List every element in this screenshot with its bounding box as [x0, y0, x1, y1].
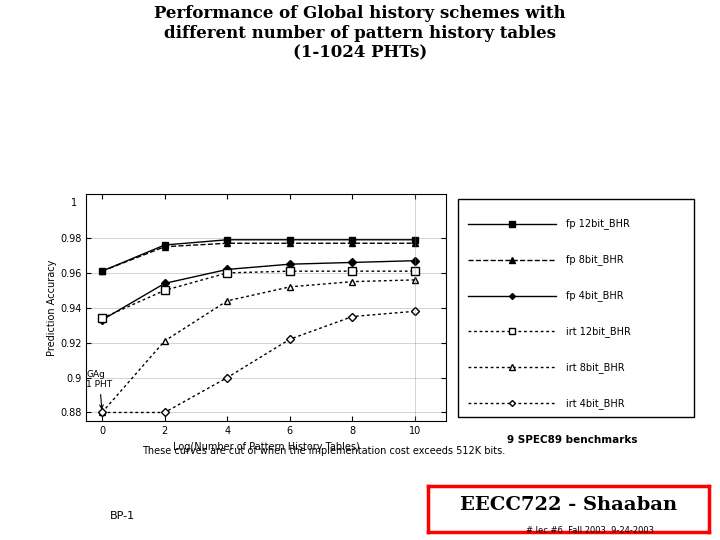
irt 12bit_BHR — [411, 268, 420, 274]
X-axis label: Log(Number of Pattern History Tables): Log(Number of Pattern History Tables) — [173, 442, 360, 451]
fp 8bit_BHR — [223, 240, 232, 246]
irt 12bit_BHR — [98, 315, 107, 321]
Text: 1: 1 — [71, 198, 77, 208]
irt 4bit_BHR — [286, 336, 294, 342]
FancyBboxPatch shape — [459, 199, 693, 417]
irt 8bit_BHR — [286, 284, 294, 290]
Line: fp 12bit_BHR: fp 12bit_BHR — [99, 237, 418, 275]
Text: fp 4bit_BHR: fp 4bit_BHR — [566, 290, 624, 301]
Text: fp 12bit_BHR: fp 12bit_BHR — [566, 219, 630, 230]
fp 8bit_BHR — [286, 240, 294, 246]
irt 8bit_BHR — [223, 298, 232, 304]
irt 4bit_BHR — [98, 409, 107, 416]
irt 8bit_BHR — [411, 276, 420, 283]
fp 12bit_BHR — [223, 237, 232, 243]
fp 12bit_BHR — [161, 242, 169, 248]
Text: GAg
1 PHT: GAg 1 PHT — [86, 369, 112, 408]
Text: # lec #6  Fall 2003  9-24-2003: # lec #6 Fall 2003 9-24-2003 — [526, 526, 654, 535]
Text: irt 8bit_BHR: irt 8bit_BHR — [566, 362, 625, 373]
fp 4bit_BHR — [411, 258, 420, 264]
Line: fp 4bit_BHR: fp 4bit_BHR — [99, 258, 418, 323]
fp 4bit_BHR — [161, 280, 169, 287]
fp 4bit_BHR — [348, 259, 357, 266]
Line: irt 12bit_BHR: irt 12bit_BHR — [98, 267, 419, 322]
Text: 9 SPEC89 benchmarks: 9 SPEC89 benchmarks — [507, 435, 638, 445]
irt 4bit_BHR — [348, 313, 357, 320]
irt 12bit_BHR — [286, 268, 294, 274]
irt 12bit_BHR — [223, 269, 232, 276]
irt 12bit_BHR — [161, 287, 169, 294]
fp 12bit_BHR — [348, 237, 357, 243]
fp 4bit_BHR — [286, 261, 294, 267]
Y-axis label: Prediction Accuracy: Prediction Accuracy — [48, 260, 58, 356]
Line: irt 4bit_BHR: irt 4bit_BHR — [99, 308, 418, 415]
irt 8bit_BHR — [348, 279, 357, 285]
fp 8bit_BHR — [98, 268, 107, 274]
fp 12bit_BHR — [286, 237, 294, 243]
Text: EECC722 - Shaaban: EECC722 - Shaaban — [460, 496, 678, 514]
Text: BP-1: BP-1 — [110, 511, 135, 521]
irt 8bit_BHR — [161, 338, 169, 344]
fp 12bit_BHR — [411, 237, 420, 243]
Text: irt 12bit_BHR: irt 12bit_BHR — [566, 326, 631, 337]
Text: Performance of Global history schemes with
different number of pattern history t: Performance of Global history schemes wi… — [154, 5, 566, 62]
irt 8bit_BHR — [98, 409, 107, 416]
fp 4bit_BHR — [98, 317, 107, 323]
Line: irt 8bit_BHR: irt 8bit_BHR — [99, 276, 418, 416]
Line: fp 8bit_BHR: fp 8bit_BHR — [99, 240, 418, 275]
Text: irt 4bit_BHR: irt 4bit_BHR — [566, 397, 625, 408]
fp 8bit_BHR — [411, 240, 420, 246]
fp 4bit_BHR — [223, 266, 232, 273]
irt 12bit_BHR — [348, 268, 357, 274]
Text: These curves are cut of when the implementation cost exceeds 512K bits.: These curves are cut of when the impleme… — [143, 446, 505, 456]
fp 12bit_BHR — [98, 268, 107, 274]
irt 4bit_BHR — [161, 409, 169, 416]
Text: fp 8bit_BHR: fp 8bit_BHR — [566, 254, 624, 265]
irt 4bit_BHR — [411, 308, 420, 314]
fp 8bit_BHR — [348, 240, 357, 246]
fp 8bit_BHR — [161, 244, 169, 250]
irt 4bit_BHR — [223, 374, 232, 381]
